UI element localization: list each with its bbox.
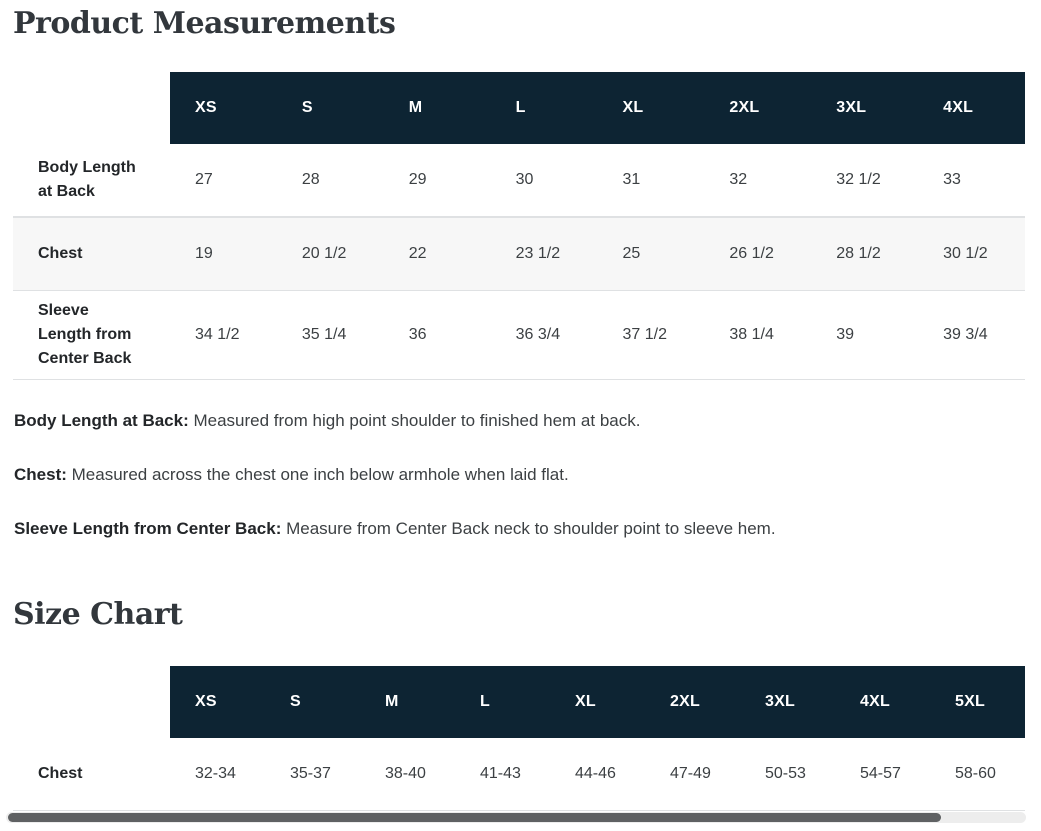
size-chart-title: Size Chart bbox=[13, 597, 183, 632]
row-label: Body Length at Back bbox=[38, 159, 136, 200]
note-sleeve-length: Sleeve Length from Center Back: Measure … bbox=[14, 517, 1025, 541]
table-corner-cell bbox=[13, 72, 170, 144]
note-text: Measured from high point shoulder to fin… bbox=[193, 411, 641, 430]
column-header-xl: XL bbox=[550, 666, 645, 738]
note-chest: Chest: Measured across the chest one inc… bbox=[14, 463, 1025, 487]
row-label: Chest bbox=[38, 765, 83, 782]
product-measurements-title: Product Measurements bbox=[13, 6, 396, 41]
note-term: Sleeve Length from Center Back: bbox=[14, 519, 282, 538]
column-header-2xl: 2XL bbox=[704, 72, 812, 144]
value-cell: 37 1/2 bbox=[622, 326, 667, 343]
value-cell: 27 bbox=[195, 171, 213, 188]
value-cell: 47-49 bbox=[670, 765, 711, 782]
value-cell: 29 bbox=[408, 171, 427, 188]
column-header-2xl: 2XL bbox=[645, 666, 740, 738]
value-cell: 38 1/4 bbox=[729, 326, 774, 343]
note-term: Body Length at Back: bbox=[14, 411, 189, 430]
value-cell: 38-40 bbox=[385, 765, 426, 782]
note-term: Chest: bbox=[14, 465, 67, 484]
value-cell: 50-53 bbox=[765, 765, 806, 782]
value-cell: 31 bbox=[622, 171, 641, 188]
value-cell: 36 3/4 bbox=[515, 326, 561, 343]
size-chart-body: Chest 32-34 35-37 38-40 41-43 44-46 47-49 50-53… bbox=[13, 738, 1025, 811]
column-header-m: M bbox=[360, 666, 455, 738]
scrollbar-thumb[interactable] bbox=[8, 813, 942, 822]
value-cell: 25 bbox=[622, 245, 641, 262]
value-cell: 58-60 bbox=[955, 765, 996, 782]
column-header-s: S bbox=[265, 666, 360, 738]
value-cell: 32-34 bbox=[195, 765, 236, 782]
measurement-notes: Body Length at Back: Measured from high … bbox=[13, 409, 1025, 541]
value-cell: 39 3/4 bbox=[943, 326, 988, 343]
value-cell: 35-37 bbox=[290, 765, 331, 782]
column-header-3xl: 3XL bbox=[740, 666, 835, 738]
column-header-xs: XS bbox=[170, 666, 265, 738]
value-cell: 44-46 bbox=[575, 765, 616, 782]
value-cell: 28 bbox=[301, 171, 320, 188]
value-cell: 36 bbox=[408, 326, 427, 343]
table-row: Chest 32-34 35-37 38-40 41-43 44-46 47-49 50-53… bbox=[13, 738, 1025, 811]
value-cell: 30 bbox=[515, 171, 534, 188]
value-cell: 30 1/2 bbox=[943, 245, 988, 262]
table-row: Chest 19 20 1/2 22 23 1/2 25 26 1/2 28 1/2 30 1/… bbox=[13, 217, 1025, 291]
value-cell: 32 1/2 bbox=[836, 171, 881, 188]
column-header-4xl: 4XL bbox=[918, 72, 1025, 144]
value-cell: 54-57 bbox=[860, 765, 901, 782]
column-header-l: L bbox=[455, 666, 550, 738]
column-header-5xl: 5XL bbox=[930, 666, 1025, 738]
value-cell: 20 1/2 bbox=[301, 245, 347, 262]
value-cell: 28 1/2 bbox=[836, 245, 881, 262]
product-measurements-table: XS S M L XL 2XL 3XL 4XL Body Length at Back 27 28… bbox=[13, 72, 1025, 380]
measurements-header-row: XS S M L XL 2XL 3XL 4XL bbox=[13, 72, 1025, 144]
value-cell: 26 1/2 bbox=[729, 245, 774, 262]
note-text: Measured across the chest one inch below… bbox=[71, 465, 569, 484]
size-chart-header-row: XS S M L XL 2XL 3XL 4XL 5XL bbox=[13, 666, 1025, 738]
table-corner-cell bbox=[13, 666, 170, 738]
value-cell: 22 bbox=[408, 245, 427, 262]
column-header-4xl: 4XL bbox=[835, 666, 930, 738]
horizontal-scrollbar[interactable] bbox=[6, 812, 1026, 823]
column-header-l: L bbox=[490, 72, 598, 144]
table-row: Body Length at Back 27 28 29 30 31 32 32 1/2 33 bbox=[13, 144, 1025, 217]
note-text: Measure from Center Back neck to shoulde… bbox=[286, 519, 776, 538]
value-cell: 35 1/4 bbox=[301, 326, 347, 343]
measurements-body: Body Length at Back 27 28 29 30 31 32 32 1/2 33 C… bbox=[13, 144, 1025, 380]
column-header-s: S bbox=[276, 72, 384, 144]
value-cell: 34 1/2 bbox=[195, 326, 240, 343]
value-cell: 39 bbox=[836, 326, 855, 343]
column-header-m: M bbox=[383, 72, 491, 144]
column-header-3xl: 3XL bbox=[811, 72, 919, 144]
value-cell: 19 bbox=[195, 245, 213, 262]
column-header-xs: XS bbox=[170, 72, 277, 144]
value-cell: 41-43 bbox=[480, 765, 521, 782]
row-label: Sleeve Length from Center Back bbox=[38, 302, 132, 367]
row-label: Chest bbox=[38, 245, 83, 262]
note-body-length: Body Length at Back: Measured from high … bbox=[14, 409, 1025, 433]
table-row: Sleeve Length from Center Back 34 1/2 35 1… bbox=[13, 291, 1025, 380]
size-chart-table: XS S M L XL 2XL 3XL 4XL 5XL Chest 32-34 35-37 38-40… bbox=[13, 666, 1025, 811]
value-cell: 23 1/2 bbox=[515, 245, 561, 262]
value-cell: 32 bbox=[729, 171, 748, 188]
column-header-xl: XL bbox=[597, 72, 705, 144]
value-cell: 33 bbox=[943, 171, 961, 188]
